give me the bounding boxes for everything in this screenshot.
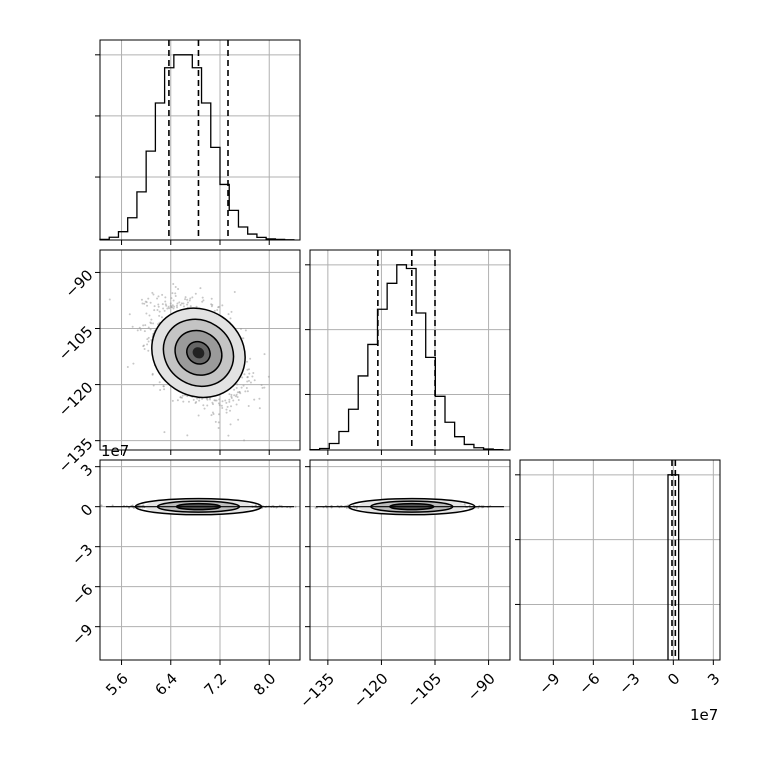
y-tick-label: −6	[68, 580, 96, 608]
x-tick-label: 8.0	[250, 670, 280, 700]
x-tick-label: −90	[464, 670, 499, 705]
y-tick-label: 0	[77, 500, 96, 519]
panel-frame	[99, 249, 301, 451]
panel-histogram-param0	[95, 39, 301, 245]
contour-line	[162, 318, 235, 388]
contour-line	[151, 307, 246, 399]
contour-line	[186, 340, 211, 365]
y-tick-label: −105	[55, 322, 97, 364]
x-tick-label: −120	[350, 670, 392, 712]
panel-frame	[99, 459, 301, 661]
contour-line	[174, 329, 223, 376]
y-tick-label: −9	[68, 620, 96, 648]
grid	[310, 250, 510, 450]
panel-2d-param1-param2: −135 −120 −105 −90	[296, 459, 511, 712]
x-tick-label: 6.4	[151, 670, 181, 700]
panel-frame	[519, 459, 721, 661]
grid	[520, 460, 720, 660]
density	[314, 497, 504, 516]
histogram-step	[667, 474, 680, 660]
x-tick-label: −6	[575, 670, 603, 698]
x-tick-label: −3	[615, 670, 643, 698]
histogram-step	[99, 54, 295, 241]
y-tick-label: −90	[61, 266, 96, 301]
x-offset-label: 1e7	[690, 706, 718, 724]
y-offset-label: 1e7	[101, 442, 129, 460]
x-tick-label: 7.2	[201, 670, 231, 700]
x-tick-label: 0	[664, 670, 683, 689]
panel-2d-param0-param1: −90−105−120−135	[55, 249, 301, 476]
density	[108, 283, 270, 442]
y-tick-label: 3	[77, 460, 96, 479]
grid	[310, 460, 510, 660]
panel-frame	[99, 39, 301, 241]
panel-frame	[309, 249, 511, 451]
x-tick-label: −135	[296, 670, 338, 712]
panel-2d-param0-param2: 5.6 6.4 7.2 8.0 3 0 −3 −6 −9	[68, 459, 301, 700]
grid	[100, 40, 300, 240]
density	[100, 497, 297, 516]
x-tick-label: −9	[535, 670, 563, 698]
panel-histogram-param2: −9 −6 −3 0 3	[515, 459, 724, 698]
y-tick-label: −120	[55, 378, 97, 420]
y-tick-label: −3	[68, 540, 96, 568]
histogram-step	[309, 264, 504, 451]
grid	[100, 460, 300, 660]
panel-histogram-param1	[305, 249, 511, 455]
x-tick-label: 5.6	[102, 670, 132, 700]
panel-frame	[309, 459, 511, 661]
x-tick-label: −105	[403, 670, 445, 712]
x-tick-label: 3	[704, 670, 723, 689]
